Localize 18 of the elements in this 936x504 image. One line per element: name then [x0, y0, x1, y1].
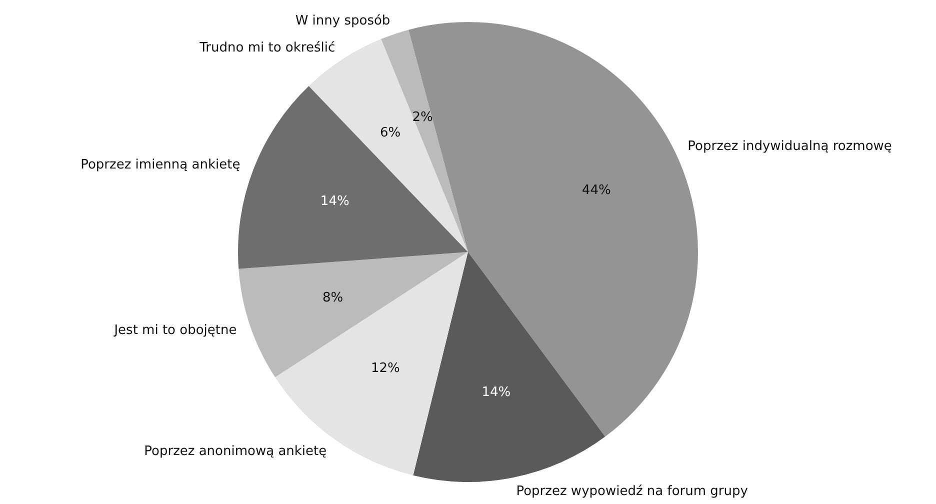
slice-label: Poprzez wypowiedź na forum grupy [516, 484, 748, 500]
data-label: 12% [370, 361, 400, 376]
data-label: 14% [320, 194, 350, 209]
pie-slice [413, 252, 606, 482]
data-label: 44% [582, 182, 611, 198]
pie-slice [381, 30, 468, 252]
slice-label: Poprzez imienną ankietę [80, 158, 240, 173]
data-label: 14% [482, 384, 511, 400]
pie-slice [238, 252, 468, 378]
slice-label: Poprzez anonimową ankietę [144, 444, 327, 459]
slice-label: Poprzez indywidualną rozmowę [688, 138, 892, 154]
data-label: 2% [412, 110, 433, 125]
pie-slice [238, 86, 468, 269]
slice-label: Jest mi to obojętne [113, 322, 237, 338]
data-label: 6% [380, 125, 401, 140]
data-label: 8% [322, 290, 344, 306]
slice-label: W inny sposób [295, 14, 390, 29]
slice-label: Trudno mi to określić [198, 40, 336, 56]
